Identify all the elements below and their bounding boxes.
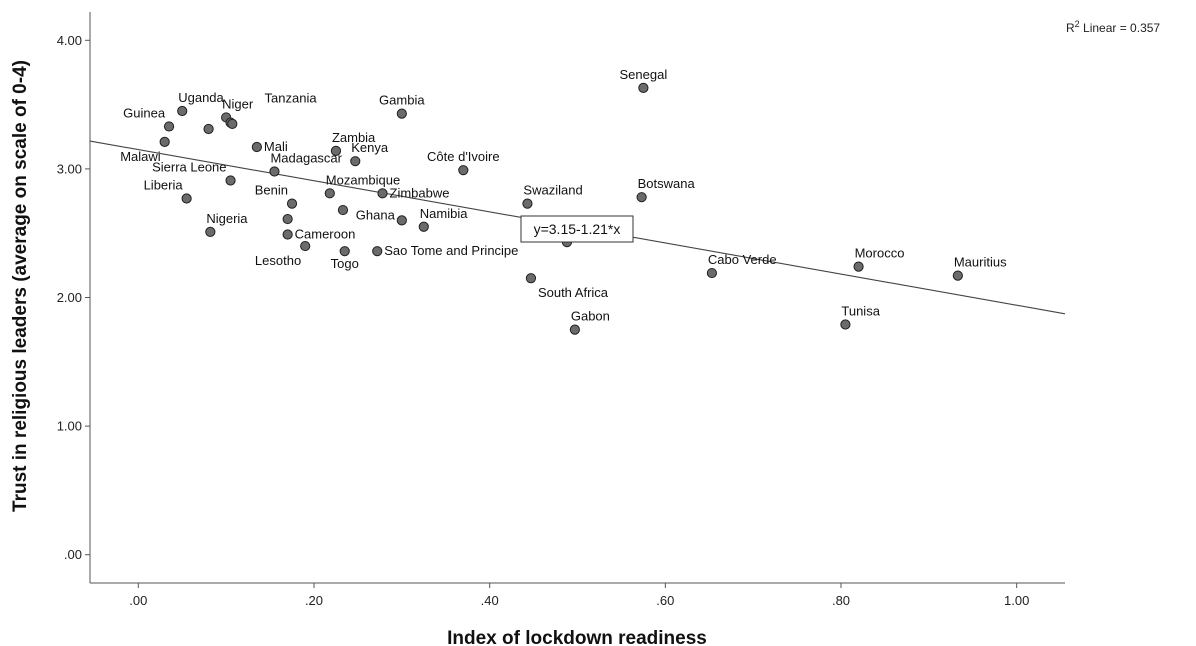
data-point bbox=[159, 136, 170, 147]
data-point bbox=[372, 246, 383, 257]
data-point bbox=[203, 123, 214, 135]
point-label: South Africa bbox=[538, 285, 609, 300]
r2-prefix: R bbox=[1066, 21, 1075, 35]
data-point bbox=[282, 213, 293, 225]
point-label: Mauritius bbox=[954, 255, 1007, 270]
data-point bbox=[840, 319, 851, 330]
point-label: Sao Tome and Principe bbox=[384, 243, 518, 258]
point-label: Lesotho bbox=[255, 253, 301, 268]
point-label: Zambia bbox=[332, 130, 376, 145]
y-axis-title: Trust in religious leaders (average on s… bbox=[10, 60, 31, 512]
point-label: Morocco bbox=[855, 246, 905, 261]
y-tick-label: 2.00 bbox=[57, 290, 82, 305]
x-tick-label: 1.00 bbox=[1004, 593, 1029, 608]
point-label: Liberia bbox=[144, 177, 184, 192]
point-label: Benin bbox=[255, 183, 288, 198]
data-point bbox=[952, 270, 963, 281]
data-point bbox=[330, 145, 342, 156]
point-label: Niger bbox=[222, 96, 254, 111]
point-label: Sierra Leone bbox=[152, 159, 226, 174]
data-point bbox=[251, 141, 262, 153]
point-label: Zimbabwe bbox=[390, 185, 450, 200]
point-label: Côte d'Ivoire bbox=[427, 149, 500, 164]
r2-value: Linear = 0.357 bbox=[1080, 21, 1161, 35]
point-label: Gabon bbox=[571, 309, 610, 324]
point-label: Togo bbox=[331, 256, 359, 271]
point-label: Mozambique bbox=[326, 172, 400, 187]
data-point bbox=[706, 267, 717, 279]
x-axis-title: Index of lockdown readiness bbox=[447, 628, 707, 646]
y-ticks: .00 1.00 2.00 3.00 4.00 bbox=[57, 33, 90, 562]
point-label: Namibia bbox=[420, 206, 468, 221]
y-tick-label: 4.00 bbox=[57, 33, 82, 48]
equation-box-border bbox=[520, 215, 634, 243]
data-point bbox=[377, 188, 388, 199]
point-label: Guinea bbox=[123, 105, 166, 120]
data-point bbox=[181, 193, 192, 204]
data-point bbox=[177, 105, 188, 117]
data-point bbox=[163, 121, 175, 132]
data-point bbox=[638, 82, 649, 93]
y-tick-label: 1.00 bbox=[57, 419, 82, 434]
data-point bbox=[853, 261, 864, 272]
point-label: Nigeria bbox=[206, 211, 248, 226]
y-tick-label: 3.00 bbox=[57, 161, 82, 176]
r2-superscript: 2 bbox=[1075, 19, 1080, 29]
point-label: Madagascar bbox=[270, 150, 342, 165]
data-point bbox=[324, 188, 335, 199]
data-point bbox=[418, 221, 429, 232]
data-point bbox=[286, 198, 298, 209]
point-label: Tunisa bbox=[841, 304, 880, 319]
data-point bbox=[227, 118, 238, 129]
point-label: Cameroon bbox=[295, 226, 356, 241]
point-label: Malawi bbox=[120, 149, 161, 164]
data-point bbox=[396, 215, 407, 226]
data-point bbox=[269, 166, 280, 177]
data-point bbox=[282, 229, 293, 240]
data-point bbox=[300, 240, 311, 252]
x-tick-label: .60 bbox=[656, 593, 674, 608]
data-point bbox=[350, 156, 361, 167]
data-point bbox=[636, 192, 647, 203]
data-point bbox=[522, 198, 533, 209]
point-label: Ghana bbox=[356, 207, 396, 222]
data-point bbox=[337, 204, 349, 216]
data-point bbox=[205, 226, 216, 238]
x-tick-label: .40 bbox=[481, 593, 499, 608]
point-label: Tanzania bbox=[265, 91, 318, 106]
x-ticks: .00 .20 .40 .60 .80 1.00 bbox=[129, 583, 1029, 608]
point-label: Swaziland bbox=[523, 183, 582, 198]
data-point bbox=[525, 273, 537, 284]
point-label: Gambia bbox=[379, 93, 425, 108]
data-point bbox=[458, 165, 469, 176]
data-point bbox=[569, 324, 580, 335]
point-label: Botswana bbox=[638, 176, 696, 191]
x-tick-label: .00 bbox=[129, 593, 147, 608]
point-label: Cabo Verde bbox=[708, 252, 777, 267]
r2-label: R2 Linear = 0.357 bbox=[1066, 19, 1160, 35]
x-tick-label: .20 bbox=[305, 593, 323, 608]
point-label: Senegal bbox=[620, 67, 668, 82]
data-point bbox=[396, 108, 407, 119]
point-label: Kenya bbox=[351, 140, 389, 155]
point-label: Mali bbox=[264, 139, 288, 154]
data-point bbox=[225, 175, 236, 186]
equation-box: y=3.15-1.21*x bbox=[520, 215, 634, 243]
equation-label: y=3.15-1.21*x bbox=[534, 221, 621, 237]
data-point bbox=[339, 246, 350, 257]
x-tick-label: .80 bbox=[832, 593, 850, 608]
point-label: Uganda bbox=[178, 90, 224, 105]
y-tick-label: .00 bbox=[64, 547, 82, 562]
